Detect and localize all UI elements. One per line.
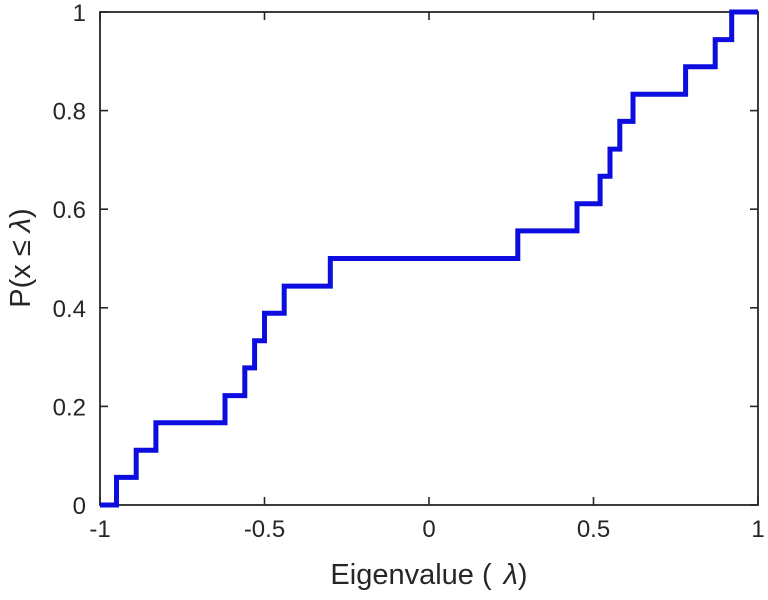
y-tick-label: 0.4 (53, 296, 86, 323)
lambda-symbol: λ (5, 218, 37, 234)
x-tick-label: 0 (422, 516, 435, 543)
y-tick-label: 0.6 (53, 197, 86, 224)
axis-tick-labels: -1 -0.5 0 0.5 1 0 0.2 0.4 0.6 0.8 1 (53, 0, 765, 543)
x-axis-label-close: ) (518, 559, 528, 591)
x-tick-label: 1 (751, 516, 764, 543)
y-axis-label: P(x ≤ λ) (5, 208, 37, 307)
x-tick-label: 0.5 (577, 516, 610, 543)
y-axis-label-close: ) (5, 208, 37, 218)
y-tick-label: 0 (73, 493, 86, 520)
ecdf-step-line (100, 9, 758, 508)
y-tick-label: 1 (73, 0, 86, 27)
y-axis-label-text: P(x ≤ (5, 240, 37, 308)
axes-box (99, 11, 759, 506)
y-tick-label: 0.2 (53, 394, 86, 421)
x-tick-label: -1 (89, 516, 110, 543)
x-tick-label: -0.5 (244, 516, 285, 543)
x-axis-label-text: Eigenvalue ( (330, 559, 492, 591)
y-tick-label: 0.8 (53, 99, 86, 126)
x-axis-label: Eigenvalue ( λ) (330, 559, 527, 591)
lambda-symbol: λ (502, 559, 518, 591)
